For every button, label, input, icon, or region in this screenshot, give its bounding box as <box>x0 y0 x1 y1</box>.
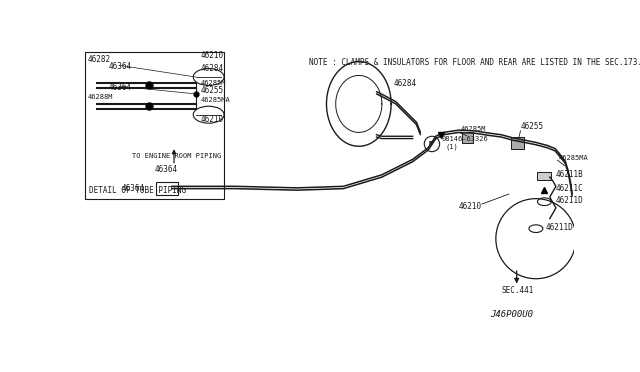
Text: 46210: 46210 <box>201 115 224 124</box>
Text: 46364: 46364 <box>109 83 132 92</box>
Text: 46210: 46210 <box>201 51 224 61</box>
Text: J46P00U0: J46P00U0 <box>490 310 532 319</box>
Text: 46211B: 46211B <box>555 170 583 179</box>
Text: B: B <box>429 141 432 147</box>
Text: 46285M: 46285M <box>201 80 227 86</box>
Text: 46288M: 46288M <box>88 93 113 100</box>
Bar <box>156 183 178 195</box>
Text: 46211C: 46211C <box>555 184 583 193</box>
Text: 46211D: 46211D <box>555 196 583 205</box>
Text: 46210: 46210 <box>459 202 482 211</box>
Bar <box>462 132 473 143</box>
Bar <box>86 52 224 199</box>
Text: 08146-63326: 08146-63326 <box>442 136 489 142</box>
Bar <box>511 137 524 150</box>
Text: 46285M: 46285M <box>460 126 486 132</box>
Text: NOTE : CLAMPS & INSULATORS FOR FLOOR AND REAR ARE LISTED IN THE SEC.173.: NOTE : CLAMPS & INSULATORS FOR FLOOR AND… <box>308 58 640 67</box>
Text: 46364: 46364 <box>122 184 145 193</box>
Text: 46211D: 46211D <box>546 223 573 232</box>
Bar <box>538 173 551 180</box>
Text: SEC.441: SEC.441 <box>501 286 534 295</box>
Text: (1): (1) <box>445 144 458 150</box>
Text: TO ENGINE ROOM PIPING: TO ENGINE ROOM PIPING <box>132 153 221 159</box>
Text: 46364: 46364 <box>109 62 132 71</box>
Text: 46255: 46255 <box>201 86 224 95</box>
Text: 46364: 46364 <box>155 165 178 174</box>
Text: DETAIL OF TUBE PIPING: DETAIL OF TUBE PIPING <box>90 186 186 195</box>
Text: 46285MA: 46285MA <box>201 97 230 103</box>
Text: 46282: 46282 <box>88 55 111 64</box>
Text: 46285MA: 46285MA <box>559 155 589 161</box>
Text: 46284: 46284 <box>394 79 417 88</box>
Text: 46255: 46255 <box>520 122 543 131</box>
Text: 46284: 46284 <box>201 64 224 73</box>
